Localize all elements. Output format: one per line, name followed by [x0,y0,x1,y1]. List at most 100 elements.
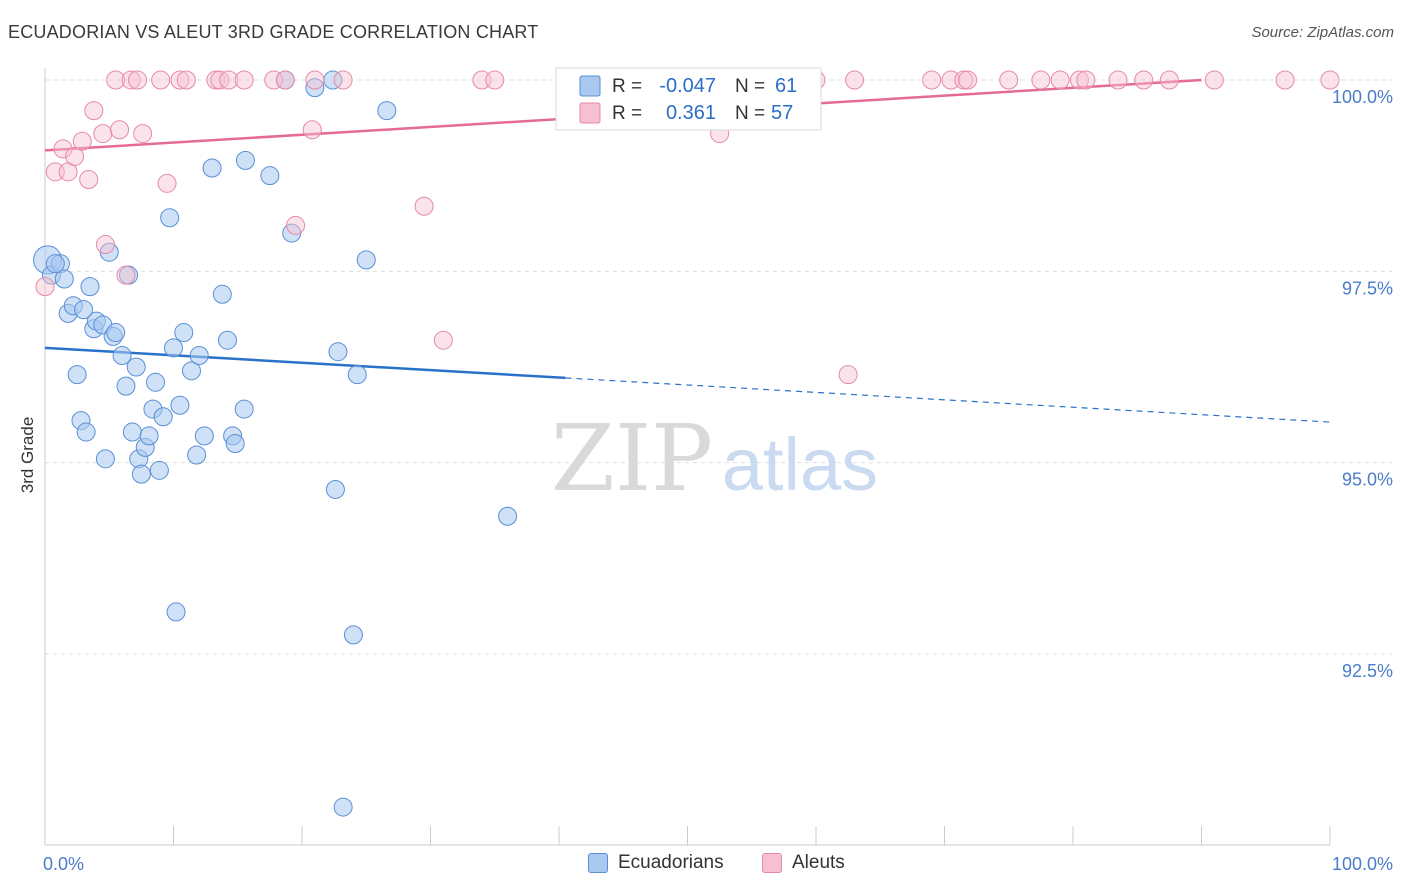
legend-n-value-2: 57 [771,102,793,124]
watermark: ZIP atlas [551,405,878,512]
watermark-atlas: atlas [722,423,878,506]
ecuadorian-point-55 [347,365,367,385]
ecuadorians-trend-line [44,346,566,380]
ecuadorian-point-3 [54,269,74,289]
legend-n-value-1: 61 [775,75,797,97]
ecuadorian-point-17 [112,346,132,366]
ecuadorian-point-21 [126,357,146,377]
ecuadorian-point-18 [116,376,136,396]
aleut-point-48 [1050,70,1070,90]
ecuadorians-trend-line-dashed [565,377,1331,423]
aleut-point-18 [170,70,190,90]
aleut-point-26 [286,215,306,235]
ecuadorian-point-9 [80,277,100,297]
aleut-point-51 [1108,70,1128,90]
aleut-point-8 [93,124,113,144]
aleut-point-15 [133,124,153,144]
aleut-point-5 [72,131,92,151]
ecuadorian-point-49 [305,78,325,98]
aleut-point-13 [121,70,141,90]
ecuadorian-point-8 [76,422,96,442]
aleut-point-23 [234,70,254,90]
y-axis-label: 3rd Grade [18,417,37,494]
ecuadorian-point-56 [356,250,376,270]
ecuadorian-point-41 [217,330,237,350]
aleut-point-17 [157,173,177,193]
aleut-point-27 [302,120,322,140]
aleut-point-55 [1275,70,1295,90]
ecuadorians-points [33,70,518,817]
ecuadorian-point-29 [153,407,173,427]
aleut-point-29 [333,70,353,90]
aleut-point-50 [1076,70,1096,90]
ecuadorian-point-52 [328,342,348,362]
aleut-point-49 [1069,70,1089,90]
aleut-point-28 [305,70,325,90]
watermark-zip: ZIP [551,405,713,512]
aleut-point-40 [838,365,858,385]
ecuadorian-point-25 [139,426,159,446]
ecuadorian-point-39 [202,158,222,178]
legend-swatch-aleuts [579,102,601,124]
ecuadorian-point-59 [45,254,65,274]
x-tick-labels: 0.0% 100.0% [43,854,1393,874]
aleut-point-4 [65,147,85,167]
ecuadorian-point-23 [131,464,151,484]
aleut-point-12 [116,265,136,285]
legend-n-label-2: N = [735,103,765,124]
y-tick-label-1: 97.5% [1342,278,1393,298]
aleut-point-47 [1031,70,1051,90]
ecuadorian-point-13 [95,449,115,469]
y-tick-labels: 100.0% 97.5% 95.0% 92.5% [1332,87,1393,681]
aleut-point-14 [128,70,148,90]
aleut-point-41 [845,70,865,90]
ecuadorian-point-36 [187,445,207,465]
ecuadorian-point-44 [234,399,254,419]
ecuadorian-point-53 [333,797,353,817]
x-tick-label-0: 0.0% [43,854,84,874]
aleut-point-33 [485,70,505,90]
stats-legend: R = -0.047 N = 61 R = 0.361 N = 57 [555,67,822,131]
ecuadorian-point-20 [122,422,142,442]
ecuadorian-point-27 [146,372,166,392]
trend-lines [44,78,1331,423]
ecuadorian-point-30 [160,208,180,228]
legend-r-value-1: -0.047 [659,75,716,97]
aleut-point-30 [414,196,434,216]
ecuadorian-point-40 [212,284,232,304]
legend-n-label-1: N = [735,76,765,97]
legend-label-ecuadorians: Ecuadorians [618,852,724,873]
ecuadorian-point-37 [189,346,209,366]
aleut-point-7 [84,101,104,121]
aleut-point-0 [35,277,55,297]
aleut-point-9 [95,235,115,255]
legend-swatch [762,853,782,873]
aleut-point-10 [106,70,126,90]
aleut-point-25 [275,70,295,90]
ecuadorian-point-58 [498,506,518,526]
aleut-point-56 [1320,70,1340,90]
aleut-point-11 [110,120,130,140]
ecuadorian-point-57 [377,101,397,121]
aleut-point-54 [1204,70,1224,90]
aleut-point-53 [1159,70,1179,90]
aleut-point-52 [1134,70,1154,90]
ecuadorian-point-38 [194,426,214,446]
aleut-point-19 [176,70,196,90]
legend-swatch-ecuadorians [579,75,601,97]
ecuadorian-point-31 [164,338,183,358]
aleut-point-42 [922,70,942,90]
x-tick-label-1: 100.0% [1332,854,1393,874]
ecuadorian-point-35 [181,361,201,381]
ecuadorian-point-60 [74,300,94,320]
aleut-point-45 [958,70,978,90]
ecuadorian-point-51 [325,479,345,499]
chart-title: ECUADORIAN VS ALEUT 3RD GRADE CORRELATIO… [8,22,539,42]
y-tick-label-0: 100.0% [1332,87,1393,107]
ecuadorian-point-6 [67,365,87,385]
aleut-point-22 [219,70,239,90]
aleut-point-6 [79,169,99,189]
ecuadorian-point-43 [225,434,245,454]
series-legend: Ecuadorians Aleuts [0,850,1406,880]
